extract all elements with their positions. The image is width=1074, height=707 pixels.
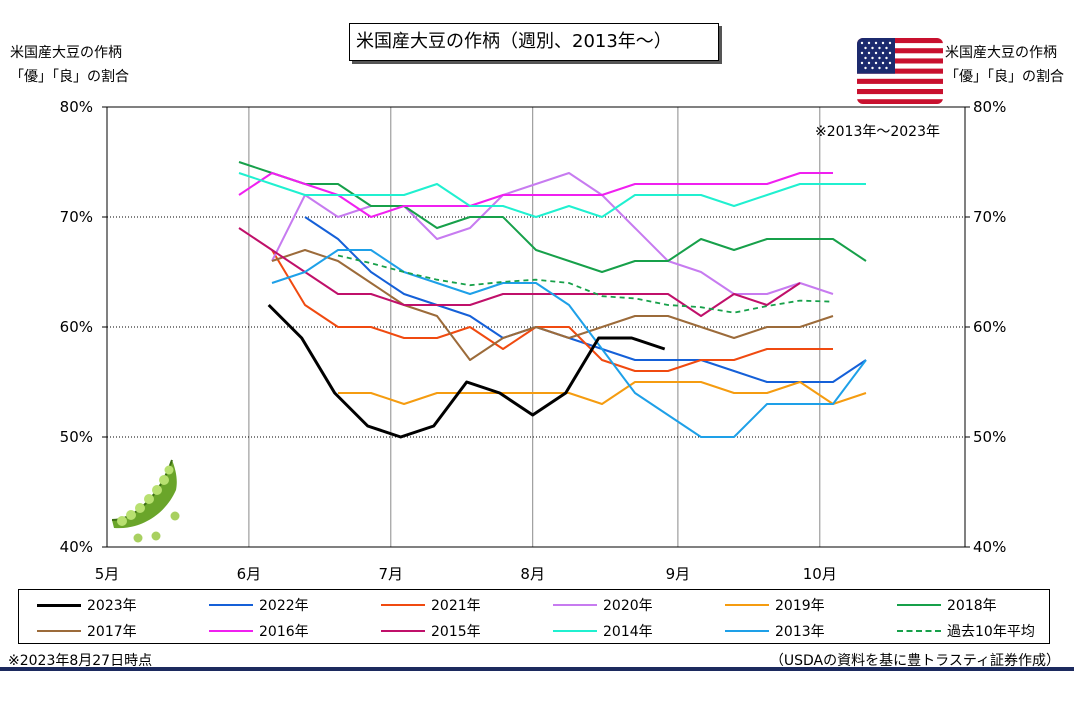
x-tick-label: 5月 <box>95 565 120 583</box>
legend-label: 2015年 <box>431 624 481 640</box>
x-tick-label: 6月 <box>237 565 262 583</box>
right-axis-label: 米国産大豆の作柄 「優」「良」の割合 <box>945 41 1064 89</box>
legend-item-2021: 2021年 <box>381 595 481 615</box>
left-axis-label-line1: 米国産大豆の作柄 <box>10 45 122 61</box>
series-line-5 <box>238 161 867 273</box>
axes: 40% 40% 50% 50% 60% 60% 70% 70% 80% 80% 5月 6月 7月 8月 9月… <box>60 98 1007 583</box>
y-tick-label-left: 80% <box>60 98 93 116</box>
series-line-11 <box>337 254 834 314</box>
series-line-4 <box>338 381 867 405</box>
left-axis-label-line2: 「優」「良」の割合 <box>10 69 129 85</box>
bottom-rule <box>0 667 1074 671</box>
legend-swatch <box>381 630 425 632</box>
legend-swatch <box>553 604 597 606</box>
legend-swatch <box>725 604 769 606</box>
series-line-0 <box>267 303 666 439</box>
y-tick-label-left: 70% <box>60 208 93 226</box>
soybean-pod-icon <box>111 459 180 543</box>
legend-swatch <box>381 604 425 606</box>
source-note: （USDAの資料を基に豊トラスティ証券作成） <box>769 653 1060 669</box>
x-tick-label: 9月 <box>666 565 691 583</box>
legend-item-2013: 2013年 <box>725 621 825 641</box>
legend-item-2022: 2022年 <box>209 595 309 615</box>
as-of-date-note: ※2023年8月27日時点 <box>8 653 153 669</box>
legend-swatch <box>209 604 253 606</box>
legend-label: 過去10年平均 <box>947 624 1035 640</box>
legend-label: 2023年 <box>87 598 137 614</box>
legend-swatch <box>897 630 941 632</box>
x-tick-label: 8月 <box>520 565 545 583</box>
legend-swatch <box>37 630 81 632</box>
legend-item-2019: 2019年 <box>725 595 825 615</box>
y-tick-label-right: 70% <box>973 208 1006 226</box>
legend-label: 2019年 <box>775 598 825 614</box>
series-line-10 <box>271 249 867 438</box>
legend-swatch <box>209 630 253 632</box>
y-tick-label-left: 40% <box>60 538 93 556</box>
series-line-3 <box>271 172 834 295</box>
y-tick-label-left: 50% <box>60 428 93 446</box>
chart-title: 米国産大豆の作柄（週別、2013年～） <box>349 23 719 61</box>
y-tick-label-right: 60% <box>973 318 1006 336</box>
legend-item-2016: 2016年 <box>209 621 309 641</box>
legend-item-2018: 2018年 <box>897 595 997 615</box>
series-lines <box>238 161 867 439</box>
chart-legend: 2023年 2022年 2021年 2020年 2019年 2018年 2017… <box>18 589 1050 644</box>
legend-swatch <box>725 630 769 632</box>
legend-label: 2017年 <box>87 624 137 640</box>
y-tick-label-left: 60% <box>60 318 93 336</box>
legend-swatch <box>897 604 941 606</box>
legend-item-2014: 2014年 <box>553 621 653 641</box>
y-tick-label-right: 50% <box>973 428 1006 446</box>
series-line-8 <box>238 227 801 317</box>
right-axis-label-line2: 「優」「良」の割合 <box>945 69 1064 85</box>
legend-label: 2014年 <box>603 624 653 640</box>
legend-label: 2022年 <box>259 598 309 614</box>
right-axis-label-line1: 米国産大豆の作柄 <box>945 45 1057 61</box>
y-tick-label-right: 80% <box>973 98 1006 116</box>
y-tick-label-right: 40% <box>973 538 1006 556</box>
left-axis-label: 米国産大豆の作柄 「優」「良」の割合 <box>10 41 129 89</box>
legend-label: 2016年 <box>259 624 309 640</box>
legend-swatch <box>553 630 597 632</box>
legend-item-2017: 2017年 <box>37 621 137 641</box>
us-flag-icon <box>857 38 943 104</box>
legend-item-10yr-average: 過去10年平均 <box>897 621 1035 641</box>
legend-item-2015: 2015年 <box>381 621 481 641</box>
legend-label: 2021年 <box>431 598 481 614</box>
legend-label: 2018年 <box>947 598 997 614</box>
series-line-9 <box>238 172 866 218</box>
legend-swatch <box>37 603 81 607</box>
average-range-note: ※2013年～2023年 <box>815 124 940 140</box>
series-line-6 <box>271 249 834 361</box>
legend-label: 2020年 <box>603 598 653 614</box>
x-tick-label: 7月 <box>379 565 404 583</box>
legend-item-2023: 2023年 <box>37 595 137 615</box>
legend-item-2020: 2020年 <box>553 595 653 615</box>
series-line-2 <box>271 249 833 372</box>
x-tick-label: 10月 <box>803 565 837 583</box>
legend-label: 2013年 <box>775 624 825 640</box>
